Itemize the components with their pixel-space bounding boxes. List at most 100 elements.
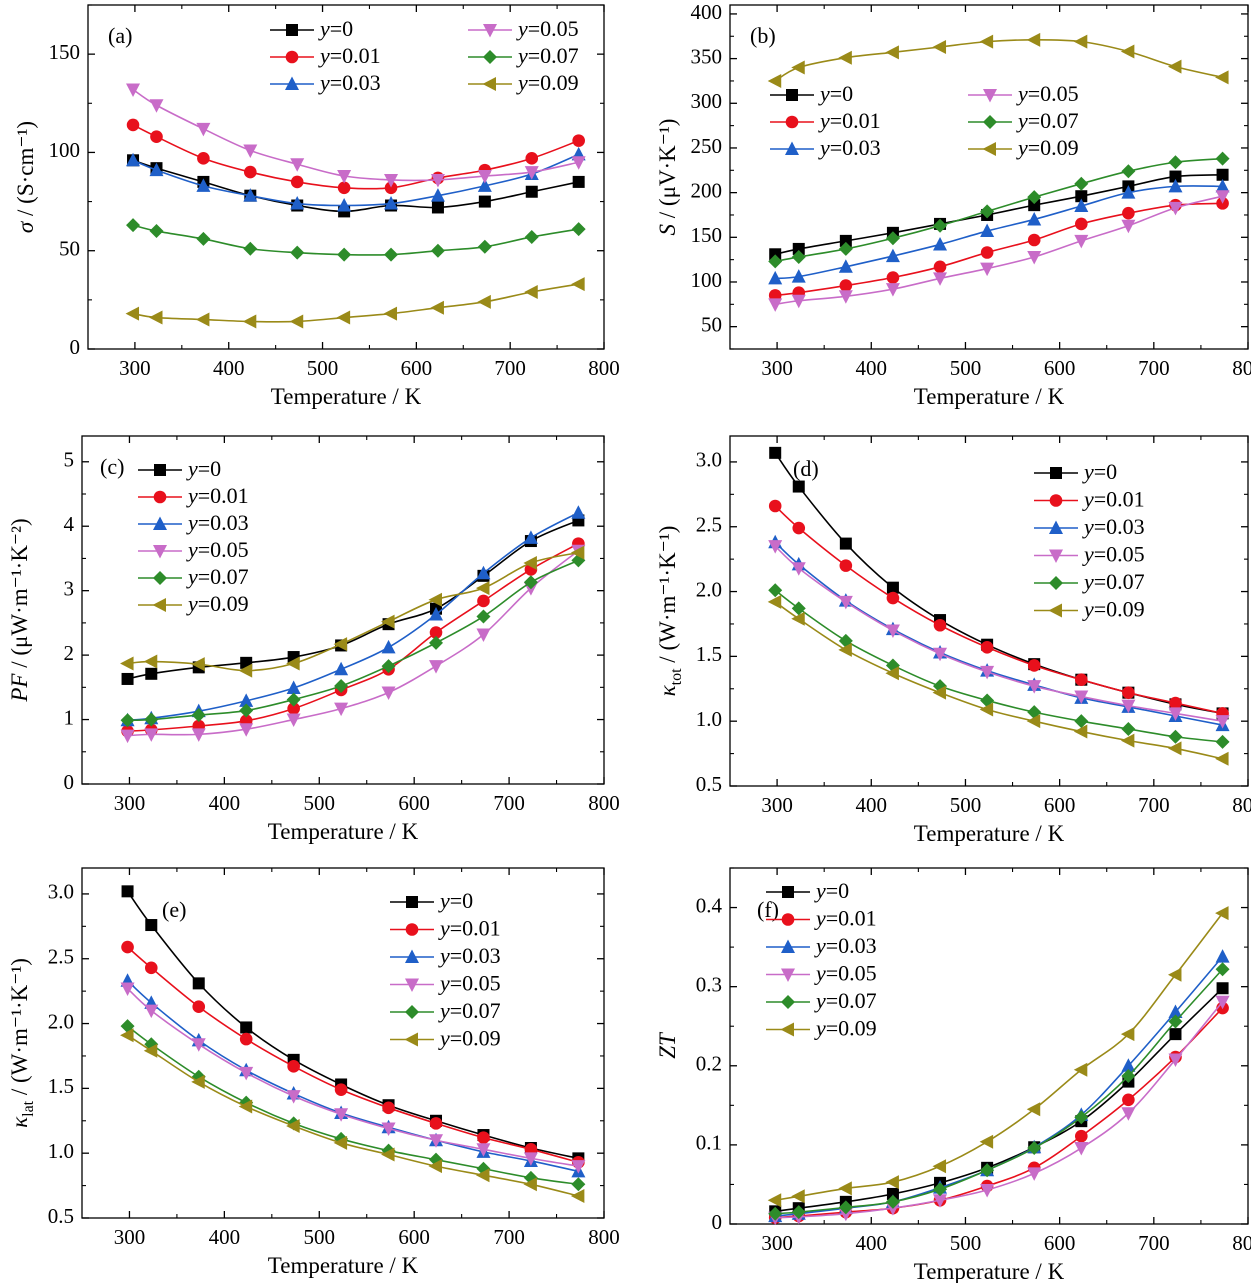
series-line (774, 505, 1223, 715)
series-5 (767, 32, 1229, 88)
series-3 (768, 995, 1230, 1226)
data-point (1167, 967, 1182, 982)
data-point (192, 1000, 206, 1014)
data-point (524, 166, 539, 180)
data-point (1167, 741, 1182, 756)
data-point (885, 666, 899, 681)
chart-panel-b: 300 400 500 600 700 800 50 100 150 200 250 300 350 40… (655, 0, 1251, 409)
data-point (1027, 680, 1042, 694)
legend-marker (982, 142, 996, 156)
y-tick-label: 4 (64, 512, 75, 536)
x-tick-label: 700 (1138, 1231, 1170, 1255)
legend-label: y=0.09 (1082, 597, 1145, 622)
plot-frame (87, 4, 605, 350)
x-axis-label: Temperature / K (268, 819, 419, 844)
data-point (769, 446, 782, 459)
data-point (476, 1143, 491, 1157)
data-point (192, 977, 205, 990)
data-point (1074, 1129, 1088, 1143)
data-point (381, 1122, 396, 1137)
data-point (1073, 724, 1088, 739)
data-point (381, 614, 395, 629)
legend-entry: y=0.07 (1034, 569, 1145, 594)
data-point (195, 312, 210, 327)
data-point (886, 271, 900, 284)
legend-entry: y=0 (766, 878, 849, 903)
x-tick-label: 500 (304, 791, 336, 815)
data-point (1121, 721, 1136, 736)
legend-label: y=0.03 (318, 70, 381, 95)
legend-marker (781, 939, 795, 953)
data-point (286, 713, 301, 728)
series-4 (768, 151, 1230, 269)
y-tick-label: 2 (64, 641, 75, 665)
legend-marker (781, 995, 795, 1009)
data-point (932, 685, 947, 700)
data-point (791, 249, 806, 264)
y-axis-label: S / (μV·K⁻¹) (655, 119, 680, 236)
legend-marker (483, 50, 497, 64)
x-tick-label: 600 (1044, 356, 1076, 380)
data-point (333, 637, 348, 652)
data-point (838, 290, 853, 304)
data-point (1074, 714, 1089, 729)
series-line (774, 39, 1223, 82)
legend-entry: y=0.09 (968, 135, 1079, 160)
data-point (1121, 1107, 1136, 1121)
data-point (1168, 155, 1183, 170)
data-point (239, 703, 254, 718)
data-point (477, 594, 490, 608)
data-point (336, 310, 351, 325)
data-point (384, 247, 399, 262)
legend-marker (785, 115, 799, 129)
data-point (476, 609, 491, 624)
data-point (1026, 714, 1041, 729)
series-0 (127, 154, 585, 218)
data-point (980, 1183, 995, 1198)
legend-label: y=0.09 (186, 591, 249, 616)
legend-marker (405, 978, 419, 992)
x-tick-label: 400 (209, 791, 241, 815)
legend-entry: y=0 (270, 16, 353, 41)
data-point (242, 314, 257, 329)
data-point (1027, 190, 1042, 205)
data-point (1074, 217, 1088, 231)
legend-entry: y=0.03 (770, 135, 881, 160)
data-point (1074, 690, 1089, 705)
x-tick-label: 400 (209, 1225, 241, 1249)
data-point (429, 660, 444, 674)
data-point (384, 181, 398, 195)
legend-entry: y=0.01 (138, 483, 249, 508)
data-point (477, 178, 492, 192)
legend-marker (786, 89, 798, 101)
data-point (1215, 962, 1230, 977)
series-5 (120, 1028, 585, 1203)
data-point (1027, 659, 1041, 672)
legend-marker (782, 886, 794, 898)
data-point (885, 624, 900, 638)
data-point (523, 555, 537, 570)
data-point (885, 248, 900, 263)
data-point (525, 185, 538, 198)
data-point (429, 1134, 444, 1148)
x-tick-label: 800 (1232, 793, 1251, 817)
data-point (145, 667, 158, 680)
legend-entry: y=0.07 (468, 43, 579, 68)
data-point (240, 1021, 253, 1034)
data-point (287, 702, 300, 715)
series-4 (768, 962, 1230, 1221)
y-tick-label: 100 (49, 138, 81, 162)
data-point (1215, 178, 1230, 193)
data-point (768, 298, 783, 312)
y-tick-label: 3.0 (48, 880, 74, 904)
data-point (1121, 699, 1136, 714)
legend-label: y=0.05 (1016, 81, 1079, 106)
legend: y=0 y=0.01y=0.03 y=0.05y=0.07 y=0.09 (390, 888, 501, 1051)
data-point (120, 656, 134, 671)
data-point (792, 480, 805, 493)
series-4 (120, 1019, 586, 1192)
data-point (1168, 1014, 1183, 1029)
data-point (767, 73, 782, 88)
series-5 (767, 906, 1229, 1208)
data-point (239, 693, 254, 707)
